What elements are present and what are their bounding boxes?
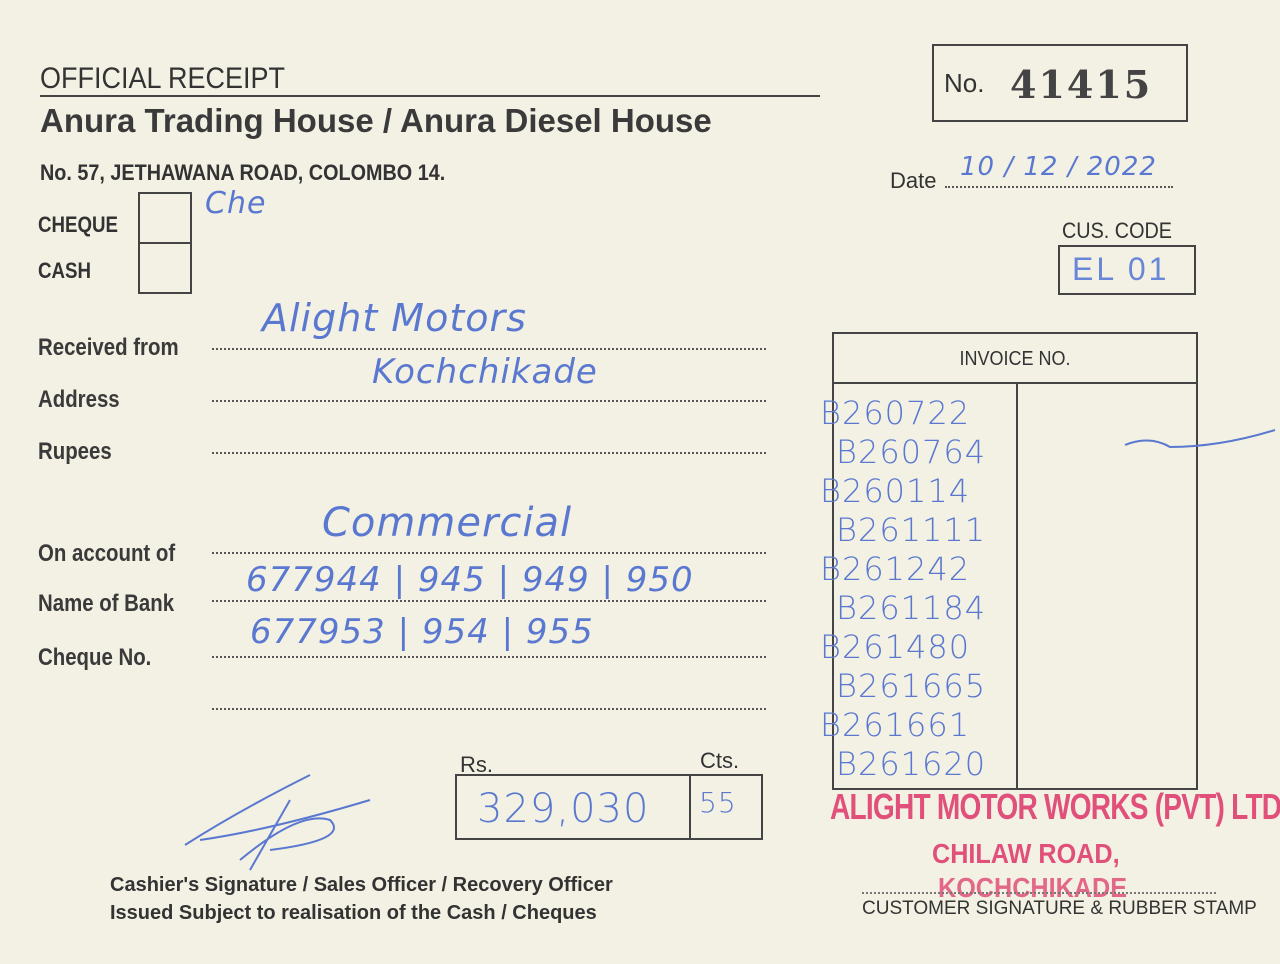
stamp-line-1: ALIGHT MOTOR WORKS (PVT) LTD bbox=[830, 786, 1280, 827]
cashier-signature bbox=[184, 774, 371, 871]
amount-cts-value: 55 bbox=[699, 786, 737, 819]
cheque-checkbox[interactable] bbox=[138, 192, 192, 244]
date-label: Date bbox=[890, 168, 937, 193]
on-account-line bbox=[212, 552, 766, 554]
stamp-line-3: KOCHCHIKADE bbox=[938, 872, 1127, 903]
date-line bbox=[945, 186, 1173, 188]
cts-label: Cts. bbox=[700, 748, 740, 773]
amount-rs-value: 329,030 bbox=[477, 786, 650, 832]
bank-line bbox=[212, 600, 766, 602]
invoice-item: B261620 bbox=[836, 745, 987, 783]
stamp-line-2: CHILAW ROAD, bbox=[932, 838, 1120, 869]
customer-signature-label: CUSTOMER SIGNATURE & RUBBER STAMP bbox=[862, 898, 1257, 919]
footer-line-1: Cashier's Signature / Sales Officer / Re… bbox=[110, 874, 613, 896]
cheque-no-label: Cheque No. bbox=[38, 644, 152, 671]
title-rule bbox=[40, 95, 820, 97]
received-from-line bbox=[212, 348, 766, 350]
cus-code-box: EL 01 bbox=[1058, 245, 1196, 295]
date-value: 10 / 12 / 2022 bbox=[960, 152, 1157, 182]
cus-code-value: EL 01 bbox=[1072, 251, 1170, 287]
cus-code-label: CUS. CODE bbox=[1062, 218, 1173, 243]
cash-label: CASH bbox=[38, 258, 91, 283]
cheque-no-line bbox=[212, 656, 766, 658]
customer-signature-line bbox=[862, 892, 1216, 894]
footer-line-2: Issued Subject to realisation of the Cas… bbox=[110, 902, 597, 924]
invoice-table: INVOICE NO. B260722 B260764 B260114 B261111… bbox=[820, 332, 1198, 790]
rs-label: Rs. bbox=[460, 752, 493, 777]
address-line bbox=[212, 400, 766, 402]
invoice-item: B260114 bbox=[820, 472, 971, 510]
cheque-label: CHEQUE bbox=[38, 212, 119, 237]
invoice-header-rule bbox=[834, 382, 1196, 384]
invoice-item: B261111 bbox=[836, 511, 987, 549]
rupees-label: Rupees bbox=[38, 438, 112, 465]
invoice-item: B261184 bbox=[836, 589, 987, 627]
bank-value: 677944 | 945 | 949 | 950 bbox=[246, 560, 694, 600]
on-account-label: On account of bbox=[38, 540, 176, 567]
invoice-header: INVOICE NO. bbox=[959, 348, 1071, 370]
receipt-number-box: No. 41415 bbox=[932, 44, 1188, 122]
extra-line bbox=[212, 708, 766, 710]
company-name: Anura Trading House / Anura Diesel House bbox=[40, 102, 712, 139]
invoice-item: B261480 bbox=[820, 628, 971, 666]
invoice-item: B260764 bbox=[836, 433, 987, 471]
cheque-mark: Che bbox=[205, 186, 267, 221]
invoice-item: B261665 bbox=[836, 667, 987, 705]
company-address: No. 57, JETHAWANA ROAD, COLOMBO 14. bbox=[40, 160, 446, 185]
received-from-value: Alight Motors bbox=[262, 296, 527, 340]
amount-box: 329,030 55 bbox=[455, 774, 763, 840]
invoice-item: B261661 bbox=[820, 706, 971, 744]
receipt-no-value: 41415 bbox=[1010, 62, 1153, 107]
on-account-value: Commercial bbox=[322, 500, 573, 546]
bank-label: Name of Bank bbox=[38, 590, 175, 617]
address-value: Kochchikade bbox=[372, 352, 598, 392]
pen-stroke bbox=[1124, 429, 1276, 449]
rupees-line bbox=[212, 452, 766, 454]
invoice-column-divider bbox=[1016, 382, 1018, 788]
amount-divider bbox=[689, 776, 691, 838]
address-label: Address bbox=[38, 386, 120, 413]
invoice-item: B260722 bbox=[820, 394, 971, 432]
cash-checkbox[interactable] bbox=[138, 242, 192, 294]
invoice-item: B261242 bbox=[820, 550, 971, 588]
received-from-label: Received from bbox=[38, 334, 179, 361]
receipt-no-label: No. bbox=[944, 68, 985, 98]
cheque-no-value: 677953 | 954 | 955 bbox=[250, 612, 594, 652]
receipt-title: OFFICIAL RECEIPT bbox=[40, 62, 286, 95]
